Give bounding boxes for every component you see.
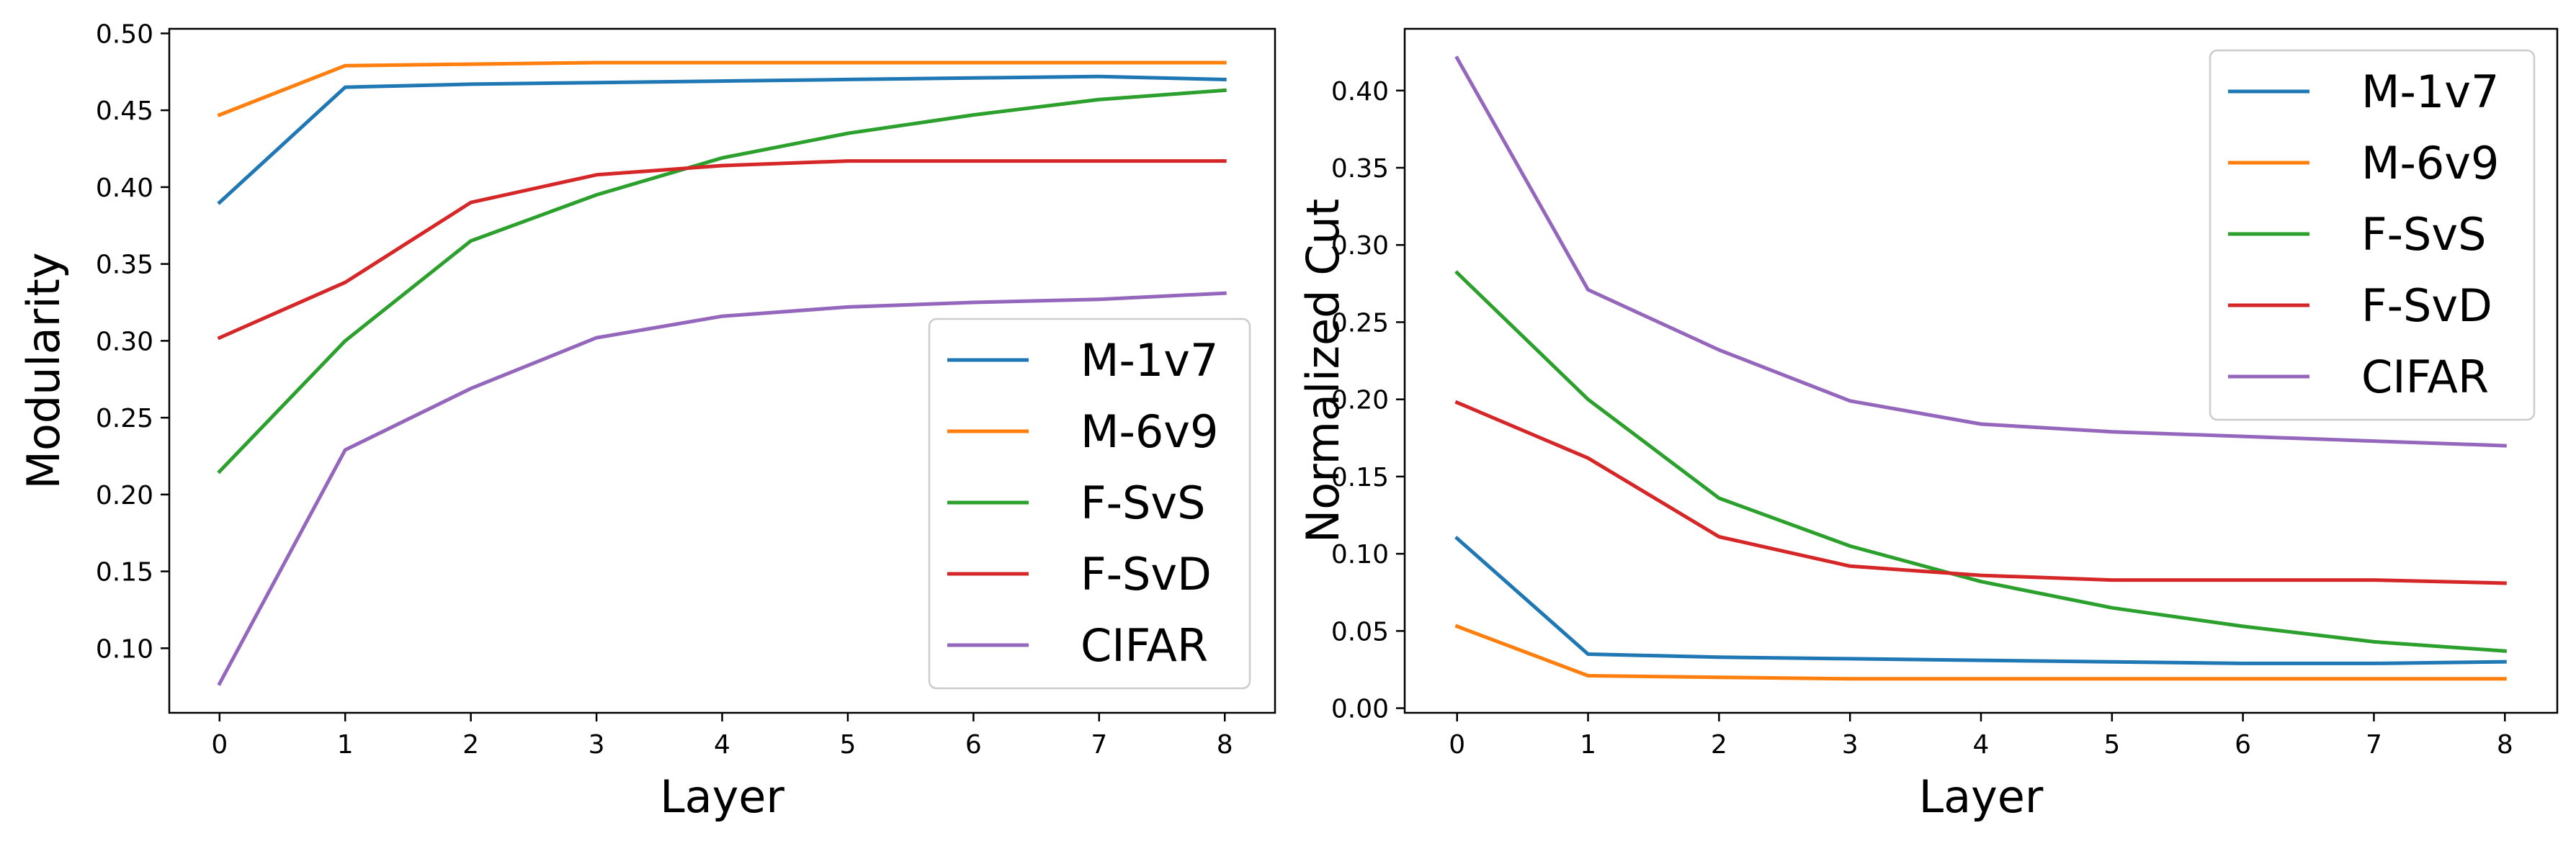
normalized-cut-chart: 0 1 2 3 4 5 6 7 8 0.00 0.05 0.10 0.15 0.20 0.25 0.30 0.3… [1297, 27, 2559, 823]
x-tick-label: 1 [337, 730, 354, 760]
normalized-cut-ticks: 0 1 2 3 4 5 6 7 8 0.00 0.05 0.10 0.15 0.20 0.25 0.30 0.3… [1331, 77, 2513, 760]
modularity-series-lines [217, 60, 1227, 686]
series-line-cifar [217, 291, 1227, 686]
x-tick-label: 6 [2235, 730, 2251, 760]
y-tick-label: 0.15 [1331, 463, 1389, 492]
x-tick-label: 1 [1580, 730, 1596, 760]
legend-label-f-svs: F-SvS [1081, 477, 1205, 529]
legend-label-cifar: CIFAR [2361, 351, 2489, 403]
modularity-ticks: 0 1 2 3 4 5 6 7 8 0.10 0.15 0.20 0.25 0.30 0.35 0.40 0.4… [96, 19, 1233, 760]
y-tick-label: 0.50 [96, 19, 153, 49]
legend-box [928, 318, 1251, 690]
series-line-m-1v7 [217, 74, 1227, 205]
legend-label-cifar: CIFAR [1081, 619, 1208, 672]
y-tick-label: 0.25 [96, 404, 153, 433]
legend-label-f-svs: F-SvS [2361, 208, 2486, 261]
y-tick-label: 0.20 [96, 481, 153, 510]
x-tick-label: 5 [839, 730, 856, 760]
y-tick-label: 0.10 [1331, 540, 1389, 570]
x-tick-label: 0 [211, 730, 228, 760]
y-tick-label: 0.30 [1331, 231, 1389, 261]
y-tick-label: 0.20 [1331, 386, 1389, 415]
series-line-m-1v7 [1454, 536, 2507, 665]
legend-label-m-6v9: M-6v9 [2361, 137, 2499, 189]
x-tick-label: 2 [462, 730, 479, 760]
series-line-f-svd [217, 159, 1227, 341]
legend-box [2209, 49, 2536, 421]
legend-label-f-svd: F-SvD [1081, 548, 1212, 600]
x-tick-label: 7 [1091, 730, 1107, 760]
x-tick-label: 7 [2366, 730, 2382, 760]
normalized-cut-legend: M-1v7 M-6v9 F-SvS F-SvD CIFAR [2209, 49, 2536, 421]
y-tick-label: 0.35 [1331, 154, 1389, 184]
modularity-x-axis-label: Layer [660, 770, 784, 823]
y-tick-label: 0.30 [96, 327, 153, 356]
y-tick-label: 0.35 [96, 251, 153, 280]
y-tick-label: 0.40 [1331, 77, 1389, 107]
y-tick-label: 0.05 [1331, 617, 1389, 647]
x-tick-label: 4 [714, 730, 730, 760]
series-line-cifar [1454, 55, 2507, 448]
x-tick-label: 2 [1711, 730, 1727, 760]
legend-label-m-1v7: M-1v7 [1081, 334, 1218, 387]
y-tick-label: 0.10 [96, 634, 153, 664]
series-line-f-svs [217, 88, 1227, 474]
normalized-cut-x-axis-label: Layer [1919, 770, 2044, 823]
x-tick-label: 5 [2103, 730, 2120, 760]
x-tick-label: 4 [1973, 730, 1990, 760]
normalized-cut-y-axis-label: Normalized Cut [1297, 199, 1349, 543]
y-tick-label: 0.25 [1331, 308, 1389, 338]
x-tick-label: 0 [1449, 730, 1465, 760]
x-tick-label: 3 [589, 730, 605, 760]
series-line-m-6v9 [217, 60, 1227, 117]
y-tick-label: 0.40 [96, 174, 153, 203]
legend-label-f-svd: F-SvD [2361, 279, 2492, 332]
series-line-f-svd [1454, 400, 2507, 585]
normalized-cut-series-lines [1454, 55, 2507, 681]
x-tick-label: 8 [1217, 730, 1233, 760]
modularity-y-axis-label: Modularity [17, 252, 70, 489]
legend-label-m-1v7: M-1v7 [2361, 66, 2499, 118]
y-tick-label: 0.15 [96, 558, 153, 588]
series-line-f-svs [1454, 270, 2507, 653]
modularity-chart: 0 1 2 3 4 5 6 7 8 0.10 0.15 0.20 0.25 0.30 0.35 0.40 0.4… [17, 19, 1276, 823]
y-tick-label: 0.45 [96, 96, 153, 126]
legend-label-m-6v9: M-6v9 [1081, 405, 1218, 458]
x-tick-label: 6 [965, 730, 982, 760]
modularity-legend: M-1v7 M-6v9 F-SvS F-SvD CIFAR [928, 318, 1251, 690]
y-tick-label: 0.00 [1331, 695, 1389, 724]
series-line-m-6v9 [1454, 624, 2507, 681]
x-tick-label: 3 [1842, 730, 1859, 760]
x-tick-label: 8 [2497, 730, 2513, 760]
